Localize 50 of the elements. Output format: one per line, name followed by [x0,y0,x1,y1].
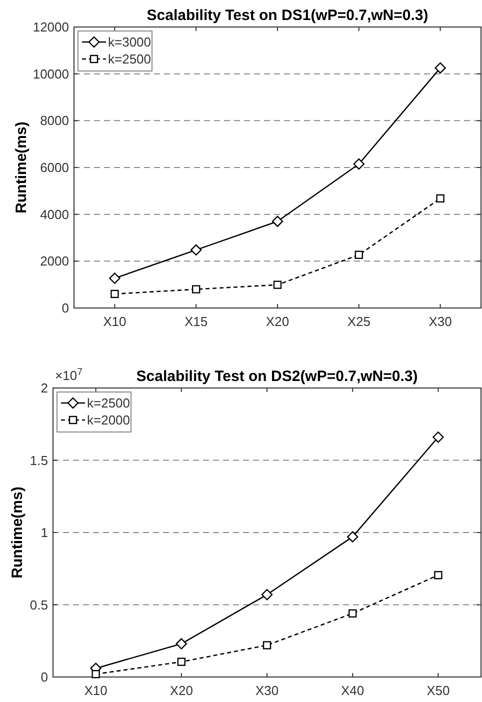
point [110,290,119,298]
point [432,432,444,443]
y-tick-label: 2000 [40,254,69,269]
x-tick-label: X30 [255,683,279,698]
y-axis-title: Runtime(ms) [13,122,30,214]
y-axis-title: Runtime(ms) [9,486,26,578]
x-tick-label: X10 [84,683,108,698]
x-tick-label: X20 [170,683,193,698]
y-tick-label: 4000 [40,206,69,222]
x-tick-label: X30 [428,314,452,329]
point [192,285,200,294]
y-tick-label: 0 [62,300,69,316]
legend-label: k=2000 [87,412,130,428]
point [109,272,120,284]
x-tick-label: X20 [266,314,290,329]
chart-title: Scalability Test on DS1(wP=0.7,wN=0.3) [146,7,428,24]
point [190,244,202,256]
y-tick-label: 10000 [32,66,69,82]
legend-label: k=2500 [87,396,130,411]
y-tick-label: 8000 [40,113,69,128]
point [347,531,358,542]
x-tick-label: X15 [184,314,208,329]
x-tick-label: X25 [347,314,370,329]
chart-title: Scalability Test on DS2(wP=0.7,wN=0.3) [136,368,418,385]
point [348,609,357,618]
point [354,250,363,259]
point [92,670,100,678]
x-tick-label: X50 [426,683,450,698]
point [177,658,186,666]
y-tick-label: 0.5 [30,597,48,612]
point [261,589,273,600]
y-tick-label: 2 [40,380,48,396]
point [434,62,446,74]
point [262,641,272,650]
y-tick-label: 12000 [32,20,69,35]
point [176,638,187,650]
y-tick-label: 1.5 [30,452,48,468]
point [272,216,284,227]
y-tick-label: 0 [40,670,48,685]
x-tick-label: X40 [341,683,364,698]
point [436,194,444,203]
point [273,280,282,289]
y-tick-label: 6000 [40,160,69,176]
point [434,571,442,580]
y-tick-label: 1 [40,525,48,540]
x-tick-label: X10 [103,314,126,329]
point [353,158,364,170]
legend-label: k=3000 [108,34,152,50]
legend-label: k=2500 [108,52,152,67]
text: ×10$^{7}$ [55,366,82,383]
